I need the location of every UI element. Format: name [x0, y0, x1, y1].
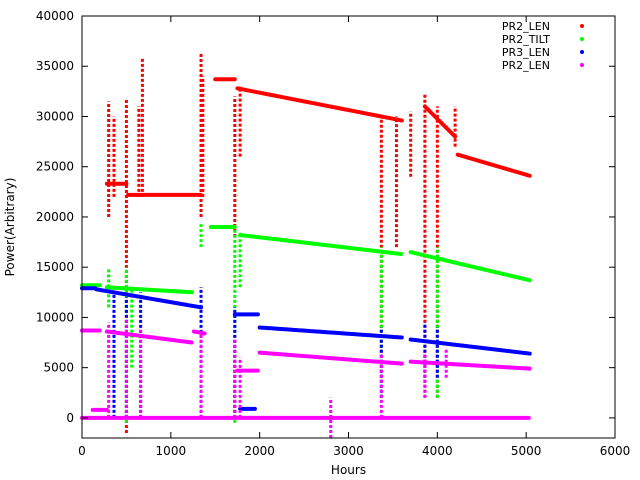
x-tick-label: 0 — [78, 444, 86, 458]
legend-label: PR2_LEN — [502, 59, 550, 72]
data-band — [104, 329, 195, 345]
data-band — [455, 152, 532, 178]
x-tick-label: 5000 — [511, 444, 542, 458]
series-4 — [80, 317, 532, 438]
y-tick-label: 35000 — [36, 59, 74, 73]
y-tick-label: 25000 — [36, 160, 74, 174]
data-band — [408, 359, 532, 371]
y-tick-label: 10000 — [36, 310, 74, 324]
series-2 — [80, 221, 532, 423]
data-band — [238, 233, 404, 257]
data-band — [235, 86, 404, 123]
plot-frame — [81, 15, 616, 439]
x-tick-label: 3000 — [333, 444, 364, 458]
x-tick-label: 6000 — [600, 444, 631, 458]
y-tick-label: 30000 — [36, 109, 74, 123]
legend-marker — [580, 50, 584, 54]
series-3 — [80, 286, 532, 418]
data-band — [422, 104, 458, 139]
x-tick-label: 1000 — [156, 444, 187, 458]
legend-marker — [580, 37, 584, 41]
data-band — [257, 350, 404, 366]
legend-marker — [580, 24, 584, 28]
legend-marker — [580, 63, 584, 67]
x-axis-label: Hours — [331, 463, 366, 477]
legend-label: PR2_TILT — [502, 33, 550, 46]
legend-label: PR2_LEN — [502, 20, 550, 33]
data-band — [257, 325, 404, 340]
y-tick-label: 5000 — [43, 361, 74, 375]
y-tick-label: 0 — [66, 411, 74, 425]
data-band — [104, 285, 195, 295]
data-band — [408, 337, 532, 356]
data-layer — [80, 53, 532, 438]
y-tick-label: 20000 — [36, 210, 74, 224]
ticks-layer: 0 1000 2000 3000 4000 5000 6000 0 5000 10000 15000… — [36, 9, 630, 458]
x-tick-label: 2000 — [244, 444, 275, 458]
y-tick-label: 15000 — [36, 260, 74, 274]
data-band — [408, 250, 532, 283]
x-tick-label: 4000 — [422, 444, 453, 458]
y-axis-label: Power(Arbitrary) — [3, 178, 17, 277]
data-band — [191, 329, 207, 336]
y-tick-label: 40000 — [36, 9, 74, 23]
legend-label: PR3_LEN — [502, 46, 550, 59]
